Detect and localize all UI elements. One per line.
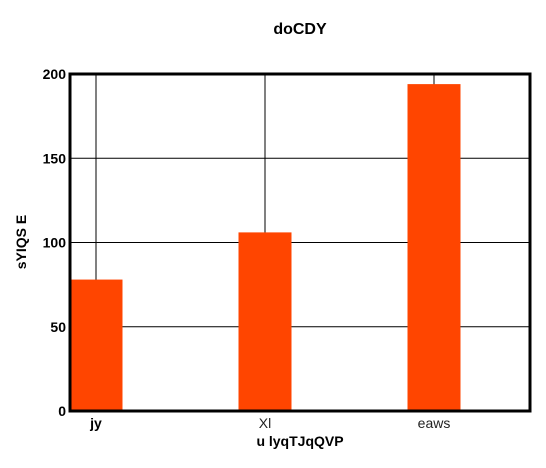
- bar-eaws: [407, 84, 461, 412]
- x-tick-label: eaws: [418, 415, 451, 431]
- plot-frame: [68, 72, 532, 413]
- y-tick-label: 100: [43, 235, 67, 251]
- y-tick-label: 0: [58, 403, 66, 419]
- y-tick-label: 200: [43, 66, 67, 82]
- y-tick-label: 150: [43, 150, 67, 166]
- x-tick-label: jy: [89, 415, 102, 431]
- y-tick-labels: 0 50 100 150 200: [43, 66, 67, 419]
- x-tick-labels: jy Xl eaws: [89, 415, 450, 431]
- x-axis-label: u lyqTJqQVP: [256, 433, 343, 449]
- bars: [70, 84, 461, 412]
- y-axis-label: sYIQS E: [13, 215, 29, 269]
- bar-Xl: [238, 232, 292, 411]
- x-tick-label: Xl: [259, 415, 271, 431]
- grid-lines: [70, 73, 530, 412]
- y-tick-label: 50: [50, 319, 66, 335]
- chart-title: doCDY: [273, 21, 327, 38]
- bar-jy: [70, 279, 123, 411]
